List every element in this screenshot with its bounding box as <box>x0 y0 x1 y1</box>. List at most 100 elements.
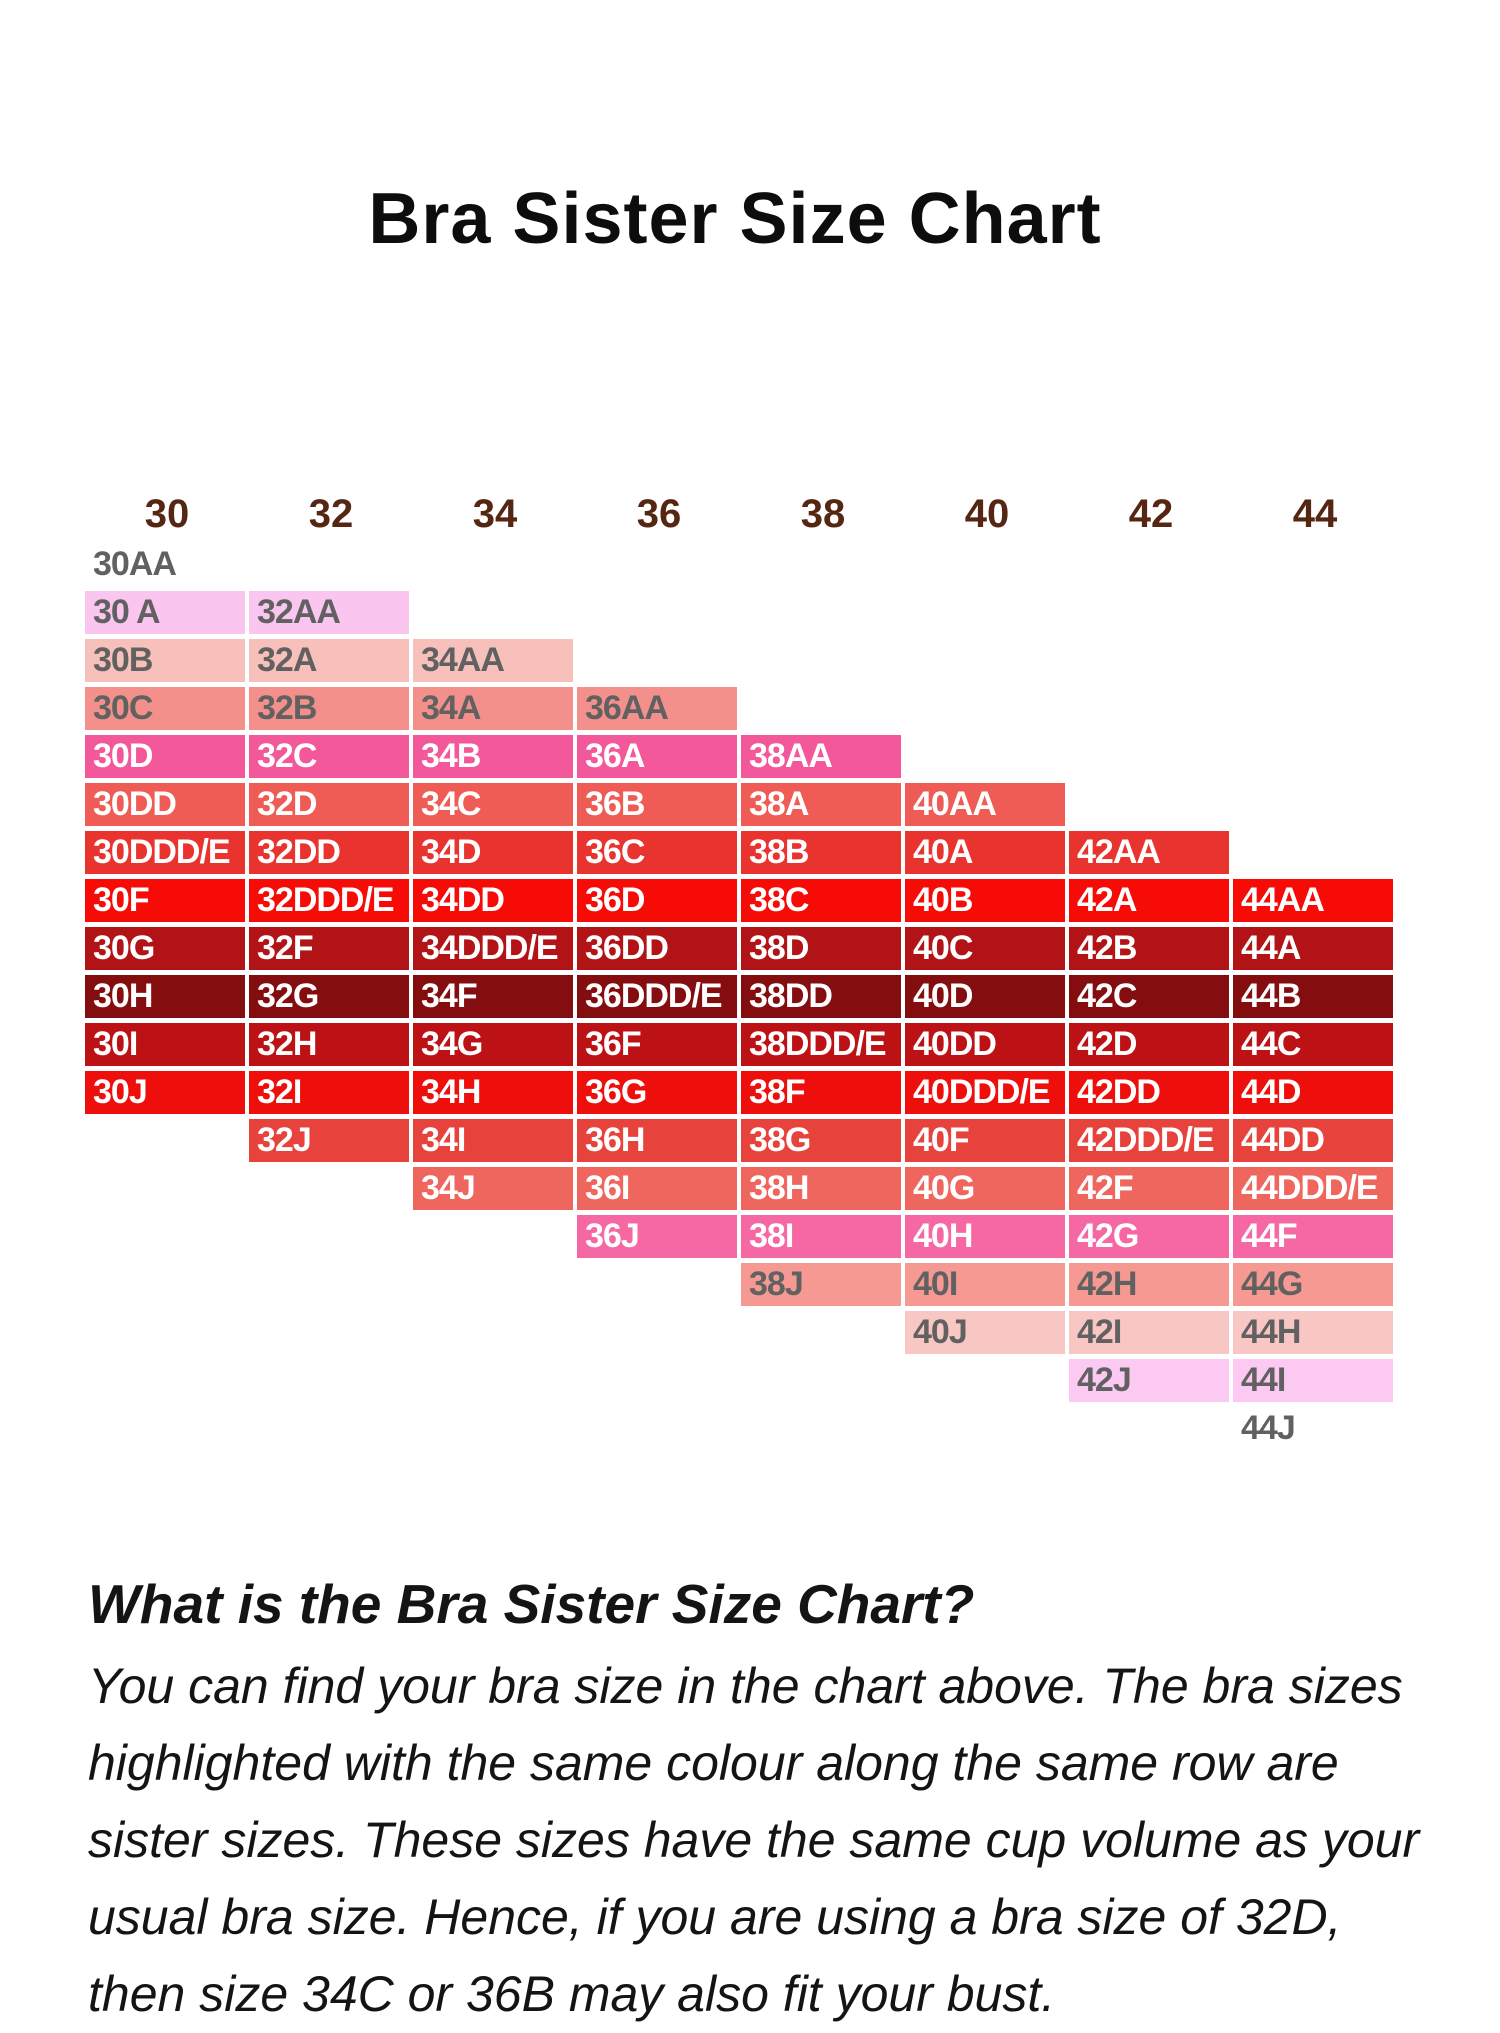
size-cell-42F: 42F <box>1069 1167 1233 1210</box>
size-cell-34D: 34D <box>413 831 577 874</box>
size-cell-36G: 36G <box>577 1071 741 1114</box>
band-header-44: 44 <box>1292 492 1338 536</box>
size-cell-36H: 36H <box>577 1119 741 1162</box>
size-cell-32DDD-E: 32DDD/E <box>249 879 413 922</box>
band-header-40: 40 <box>964 492 1010 536</box>
size-cell-30AA: 30AA <box>93 545 177 583</box>
size-cell-34I: 34I <box>413 1119 577 1162</box>
size-cell-38H: 38H <box>741 1167 905 1210</box>
size-cell-36F: 36F <box>577 1023 741 1066</box>
explanation-heading: What is the Bra Sister Size Chart? <box>88 1573 975 1635</box>
size-cell-34A: 34A <box>413 687 577 730</box>
size-cell-38B: 38B <box>741 831 905 874</box>
size-cell-38J: 38J <box>741 1263 905 1306</box>
size-cell-32A: 32A <box>249 639 413 682</box>
size-cell-42G: 42G <box>1069 1215 1233 1258</box>
size-cell-30B: 30B <box>85 639 249 682</box>
size-cell-36A: 36A <box>577 735 741 778</box>
size-cell-36DD: 36DD <box>577 927 741 970</box>
size-cell-40J: 40J <box>905 1311 1069 1354</box>
size-cell-34G: 34G <box>413 1023 577 1066</box>
size-cell-32H: 32H <box>249 1023 413 1066</box>
size-cell-34B: 34B <box>413 735 577 778</box>
size-cell-42H: 42H <box>1069 1263 1233 1306</box>
size-cell-32J: 32J <box>249 1119 413 1162</box>
explanation-line-2: highlighted with the same colour along t… <box>88 1735 1339 1791</box>
size-cell-36B: 36B <box>577 783 741 826</box>
size-cell-42J: 42J <box>1069 1359 1233 1402</box>
size-cell-42DD: 42DD <box>1069 1071 1233 1114</box>
size-cell-38C: 38C <box>741 879 905 922</box>
band-header-38: 38 <box>800 492 846 536</box>
size-cell-30J: 30J <box>85 1071 249 1114</box>
size-cell-32I: 32I <box>249 1071 413 1114</box>
size-cell-34H: 34H <box>413 1071 577 1114</box>
size-cell-32B: 32B <box>249 687 413 730</box>
size-cell-30H: 30H <box>85 975 249 1018</box>
size-cell-30D: 30D <box>85 735 249 778</box>
band-header-32: 32 <box>308 492 354 536</box>
size-cell-36AA: 36AA <box>577 687 741 730</box>
size-cell-40DD: 40DD <box>905 1023 1069 1066</box>
sister-size-chart: 30 32 34 36 38 40 42 44 30AA 30 A 32AA 30B 32A 34AA 3… <box>85 492 1397 1447</box>
size-cell-34DD: 34DD <box>413 879 577 922</box>
page-title: Bra Sister Size Chart <box>368 179 1102 259</box>
size-cell-40F: 40F <box>905 1119 1069 1162</box>
size-cell-36D: 36D <box>577 879 741 922</box>
size-cell-40A: 40A <box>905 831 1069 874</box>
size-cell-30A: 30 A <box>85 591 249 634</box>
size-cell-36J: 36J <box>577 1215 741 1258</box>
size-cell-40AA: 40AA <box>905 783 1069 826</box>
size-cell-30DDD-E: 30DDD/E <box>85 831 249 874</box>
size-cell-44DD: 44DD <box>1233 1119 1397 1162</box>
size-cell-38DD: 38DD <box>741 975 905 1018</box>
explanation-section: What is the Bra Sister Size Chart? You c… <box>88 1572 1448 2033</box>
size-cell-44D: 44D <box>1233 1071 1397 1114</box>
size-cell-34J: 34J <box>413 1167 577 1210</box>
band-header-42: 42 <box>1128 492 1174 536</box>
size-cell-30G: 30G <box>85 927 249 970</box>
size-cell-30DD: 30DD <box>85 783 249 826</box>
band-header-36: 36 <box>636 492 682 536</box>
size-cell-40B: 40B <box>905 879 1069 922</box>
size-cell-36C: 36C <box>577 831 741 874</box>
size-cell-36DDD-E: 36DDD/E <box>577 975 741 1018</box>
size-cell-42AA: 42AA <box>1069 831 1233 874</box>
size-cell-34C: 34C <box>413 783 577 826</box>
size-cell-32F: 32F <box>249 927 413 970</box>
size-cell-32AA: 32AA <box>249 591 413 634</box>
size-cell-32G: 32G <box>249 975 413 1018</box>
size-cell-40DDD-E: 40DDD/E <box>905 1071 1069 1114</box>
size-cell-34AA: 34AA <box>413 639 577 682</box>
band-header-34: 34 <box>472 492 518 536</box>
size-cell-42DDD-E: 42DDD/E <box>1069 1119 1233 1162</box>
explanation-line-1: You can find your bra size in the chart … <box>88 1658 1403 1714</box>
size-cell-42A: 42A <box>1069 879 1233 922</box>
size-cell-36I: 36I <box>577 1167 741 1210</box>
size-cell-44H: 44H <box>1233 1311 1397 1354</box>
band-header-30: 30 <box>144 492 190 536</box>
size-cell-44I: 44I <box>1233 1359 1397 1402</box>
size-cell-40H: 40H <box>905 1215 1069 1258</box>
size-cell-44C: 44C <box>1233 1023 1397 1066</box>
size-cell-38G: 38G <box>741 1119 905 1162</box>
size-cell-38A: 38A <box>741 783 905 826</box>
size-cell-34DDD-E: 34DDD/E <box>413 927 577 970</box>
size-cell-32DD: 32DD <box>249 831 413 874</box>
size-cell-38D: 38D <box>741 927 905 970</box>
size-cell-40D: 40D <box>905 975 1069 1018</box>
explanation-line-5: then size 34C or 36B may also fit your b… <box>88 1966 1056 2022</box>
size-cell-44F: 44F <box>1233 1215 1397 1258</box>
size-cell-30I: 30I <box>85 1023 249 1066</box>
size-cell-30C: 30C <box>85 687 249 730</box>
size-cell-38DDD-E: 38DDD/E <box>741 1023 905 1066</box>
size-cell-42C: 42C <box>1069 975 1233 1018</box>
size-cell-40C: 40C <box>905 927 1069 970</box>
size-cell-42I: 42I <box>1069 1311 1233 1354</box>
size-cell-40I: 40I <box>905 1263 1069 1306</box>
size-cell-44B: 44B <box>1233 975 1397 1018</box>
explanation-line-4: usual bra size. Hence, if you are using … <box>88 1889 1342 1945</box>
size-cell-44A: 44A <box>1233 927 1397 970</box>
size-cell-38I: 38I <box>741 1215 905 1258</box>
size-cell-34F: 34F <box>413 975 577 1018</box>
